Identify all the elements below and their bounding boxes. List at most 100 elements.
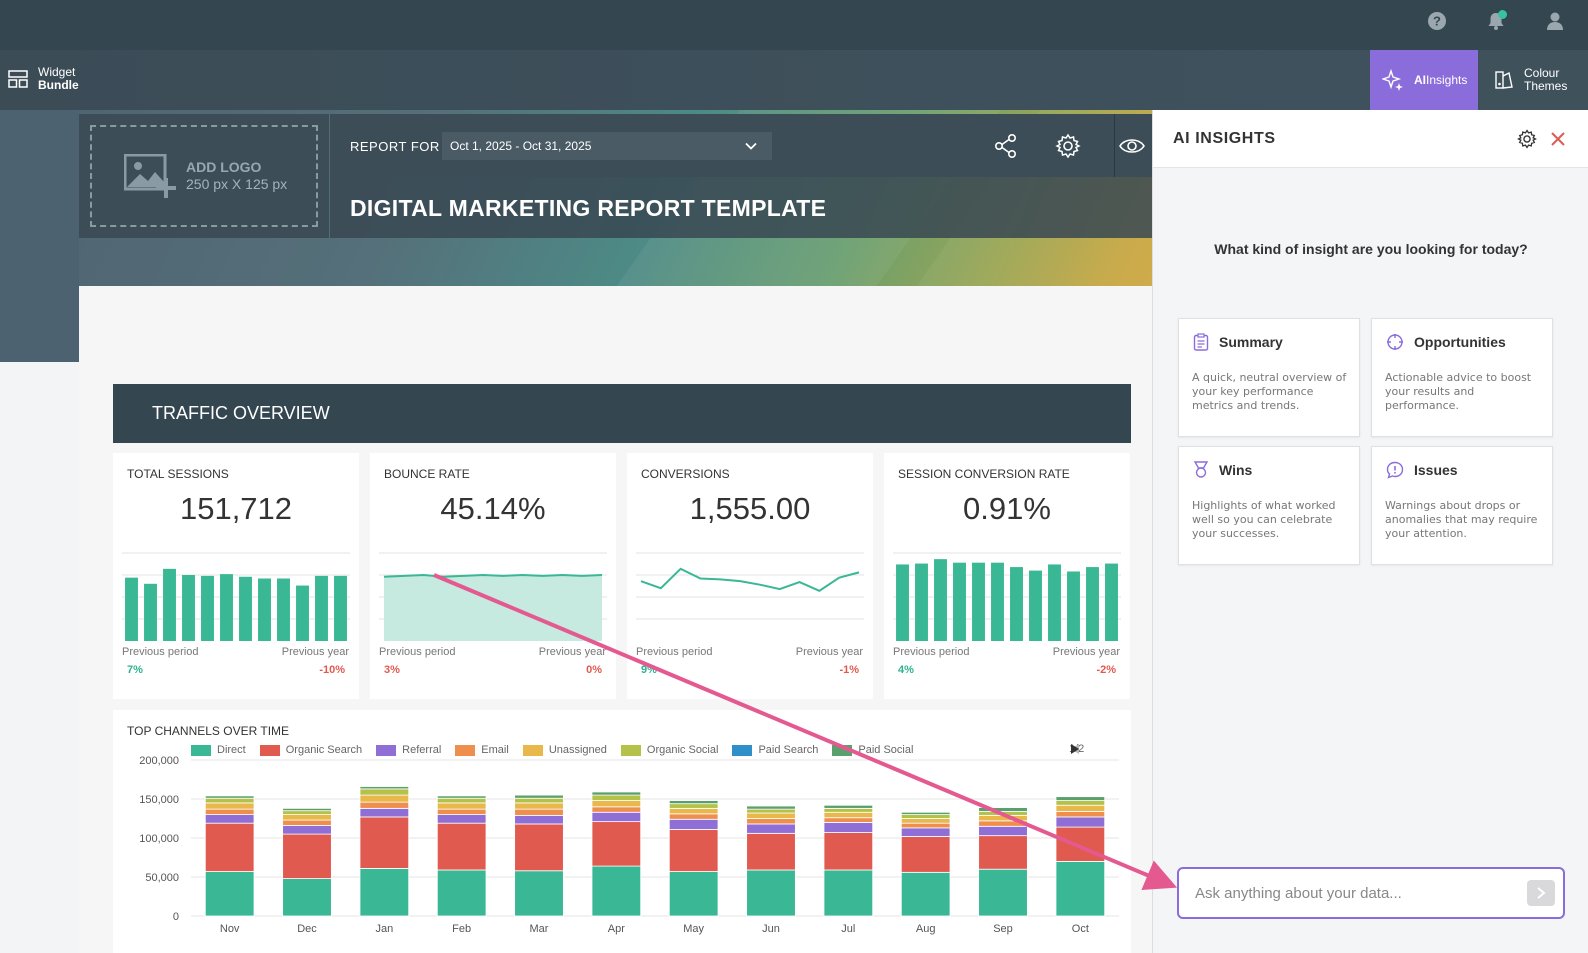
panel-header: AI INSIGHTS [1153, 110, 1588, 168]
close-icon[interactable] [1550, 131, 1566, 147]
bar-segment [900, 827, 951, 837]
bar-segment [282, 878, 332, 917]
legend-item[interactable]: Organic Search [259, 744, 362, 756]
logo-placeholder[interactable]: ADD LOGO 250 px X 125 px [79, 114, 329, 238]
widget-bundle-button[interactable]: Widget Bundle [8, 66, 79, 92]
share-icon[interactable] [993, 133, 1019, 159]
bar-segment [359, 786, 410, 790]
y-tick-label: 150,000 [139, 794, 179, 806]
ai-insights-button[interactable]: AIInsights [1370, 50, 1478, 110]
spark-bar [220, 574, 233, 641]
kpi-value: 0.91% [963, 491, 1051, 526]
card-title: Summary [1219, 334, 1283, 350]
bar-segment [746, 823, 796, 834]
kpi-card-total-sessions[interactable]: TOTAL SESSIONS 151,712 Previous period P… [113, 453, 359, 699]
x-tick-label: Feb [452, 923, 471, 935]
spark-bar [915, 563, 928, 641]
user-icon[interactable] [1543, 9, 1567, 33]
insight-question: What kind of insight are you looking for… [1214, 241, 1528, 257]
insight-card-summary[interactable]: Summary A quick, neutral overview of you… [1178, 318, 1360, 437]
prev-period-change: 4% [898, 664, 914, 676]
prev-year-label: Previous year [795, 646, 863, 658]
y-tick-label: 0 [173, 911, 179, 923]
spark-bar [972, 562, 985, 641]
toolbar: Widget Bundle AIInsights Colour Themes [0, 50, 1588, 110]
card-title: Wins [1219, 462, 1253, 478]
bar-segment [436, 808, 487, 815]
bell-icon[interactable] [1484, 9, 1508, 33]
kpi-sparkline [636, 552, 864, 620]
bar-segment [1055, 816, 1106, 828]
help-icon[interactable]: ? [1425, 9, 1449, 33]
preview-eye-icon[interactable] [1118, 133, 1152, 159]
bar-segment [668, 800, 719, 805]
bar-segment [514, 808, 564, 816]
bar-segment [668, 803, 719, 809]
bar-segment [668, 871, 719, 917]
top-channels-chart[interactable]: TOP CHANNELS OVER TIME Direct Organic Sea… [113, 710, 1131, 953]
themes-line1: Colour [1524, 66, 1560, 80]
gear-icon[interactable] [1055, 133, 1081, 159]
card-title: Opportunities [1414, 334, 1506, 350]
ai-line2: Insights [1426, 72, 1468, 87]
spark-bar [1029, 570, 1042, 641]
y-tick-label: 200,000 [139, 755, 179, 767]
bar-segment [746, 808, 796, 814]
bar-segment [282, 819, 332, 826]
insight-card-wins[interactable]: Wins Highlights of what worked well so y… [1178, 446, 1360, 565]
bar-segment [282, 833, 332, 879]
top-bar: ? [0, 0, 1588, 50]
spark-bar [991, 562, 1004, 641]
insight-card-opportunities[interactable]: Opportunities Actionable advice to boost… [1371, 318, 1553, 437]
legend-item[interactable]: Direct [191, 744, 246, 756]
card-description: A quick, neutral overview of your key pe… [1192, 371, 1347, 412]
themes-line2: Themes [1524, 79, 1568, 93]
bar-segment [359, 816, 410, 869]
prev-period-label: Previous period [893, 646, 970, 658]
spark-bar [1105, 563, 1118, 641]
kpi-sparkline [893, 552, 1121, 641]
bar-segment [514, 802, 564, 810]
prev-period-label: Previous period [122, 646, 199, 658]
spark-bar [201, 575, 214, 641]
x-tick-label: Aug [916, 923, 936, 935]
report-title[interactable]: DIGITAL MARKETING REPORT TEMPLATE [350, 195, 827, 221]
kpi-title: SESSION CONVERSION RATE [898, 467, 1070, 481]
insight-card-issues[interactable]: Issues Warnings about drops or anomalies… [1371, 446, 1553, 565]
report-for-label: REPORT FOR [350, 139, 440, 154]
bar-segment [1055, 826, 1106, 862]
bar-segment [978, 811, 1028, 816]
prev-period-change: 7% [127, 664, 143, 676]
bar-segment [900, 811, 951, 816]
spark-bar [163, 568, 176, 641]
spark-line [640, 567, 860, 592]
colour-themes-button[interactable]: Colour Themes [1478, 50, 1588, 110]
bar-segment [204, 871, 255, 917]
add-image-icon [124, 154, 176, 198]
prev-year-label: Previous year [281, 646, 349, 658]
panel-settings-icon[interactable] [1517, 129, 1537, 149]
prev-period-change: 9% [641, 664, 657, 676]
bar-segment [978, 835, 1028, 870]
kpi-card-conversions[interactable]: CONVERSIONS 1,555.00 Previous period Pre… [627, 453, 873, 699]
kpi-title: BOUNCE RATE [384, 467, 470, 481]
kpi-card-bounce-rate[interactable]: BOUNCE RATE 45.14% Previous period Previ… [370, 453, 616, 699]
prev-year-change: 0% [586, 664, 602, 676]
send-button[interactable] [1527, 880, 1555, 906]
kpi-card-session-conversion-rate[interactable]: SESSION CONVERSION RATE 0.91% Previous p… [884, 453, 1130, 699]
legend-item[interactable]: Referral [376, 744, 441, 756]
banner-left-band [0, 110, 79, 362]
section-header[interactable]: TRAFFIC OVERVIEW [113, 384, 1131, 443]
bar-segment [978, 825, 1028, 837]
spark-area [384, 575, 602, 641]
bar-segment [746, 812, 796, 819]
bar-segment [746, 805, 796, 810]
report-canvas: TRAFFIC OVERVIEW TOTAL SESSIONS 151,712 … [79, 286, 1152, 953]
spark-bar [334, 575, 347, 641]
card-description: Warnings about drops or anomalies that m… [1385, 499, 1538, 540]
kpi-sparkline [122, 552, 350, 641]
kpi-title: CONVERSIONS [641, 467, 730, 481]
date-range-select[interactable]: Oct 1, 2025 - Oct 31, 2025 [442, 132, 772, 160]
ask-input[interactable] [1195, 881, 1515, 905]
kpi-value: 1,555.00 [689, 491, 811, 526]
